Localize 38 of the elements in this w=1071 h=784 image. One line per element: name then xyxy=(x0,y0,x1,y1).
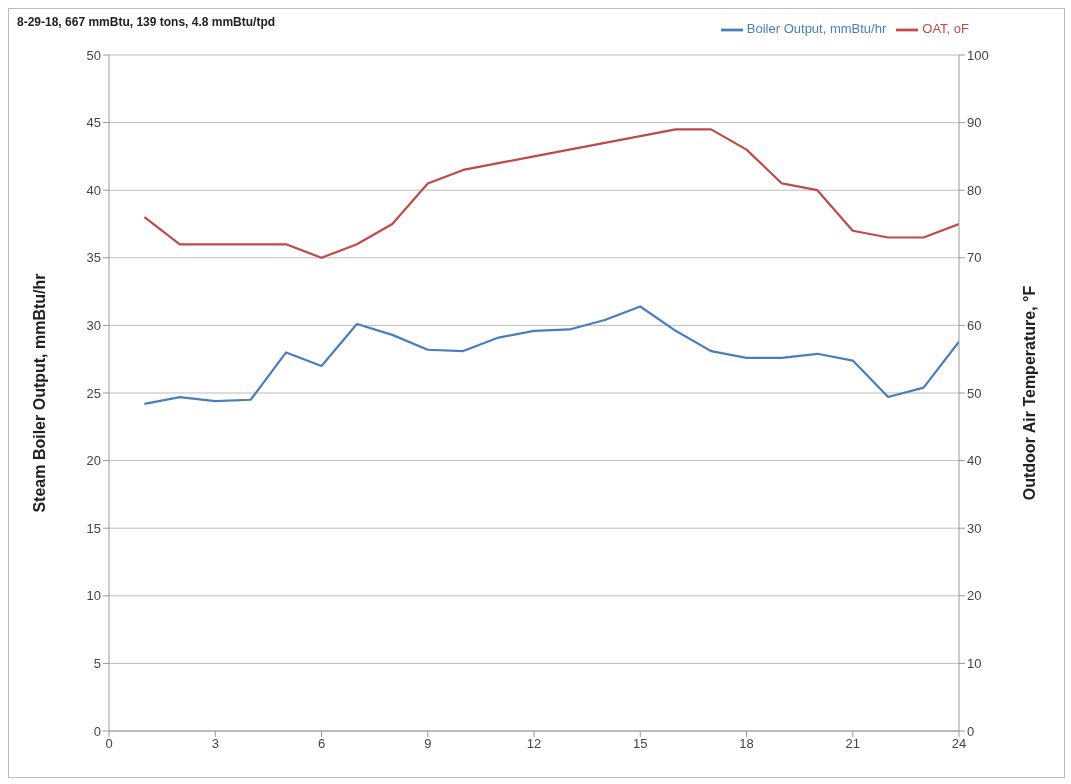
y-tick-label: 25 xyxy=(86,385,101,401)
x-tick-label: 24 xyxy=(951,736,967,752)
y-tick-label: 40 xyxy=(86,182,101,198)
x-tick-label: 9 xyxy=(424,736,432,752)
y2-tick-label: 100 xyxy=(967,47,989,63)
y2-tick-label: 0 xyxy=(967,723,975,739)
y-tick-label: 5 xyxy=(93,656,101,672)
y-tick-label: 45 xyxy=(86,115,101,131)
x-tick-label: 21 xyxy=(845,736,860,752)
chart-title: 8-29-18, 667 mmBtu, 139 tons, 4.8 mmBtu/tpd xyxy=(17,15,276,29)
y2-tick-label: 30 xyxy=(967,520,982,536)
y-tick-label: 50 xyxy=(86,47,101,63)
x-tick-label: 0 xyxy=(105,736,113,752)
line-series xyxy=(143,305,959,405)
y2-tick-label: 40 xyxy=(967,453,982,469)
y2-tick-label: 70 xyxy=(967,250,982,266)
y2-tick-label: 60 xyxy=(967,318,982,334)
y-tick-label: 20 xyxy=(86,453,101,469)
x-tick-label: 15 xyxy=(633,736,648,752)
y-tick-label: 10 xyxy=(86,588,101,604)
y-tick-label: 15 xyxy=(86,520,101,536)
x-tick-label: 6 xyxy=(317,736,326,752)
y2-tick-label: 50 xyxy=(967,385,982,401)
y-tick-label: 35 xyxy=(86,250,101,266)
legend-label: Boiler Output, mmBtu/hr xyxy=(746,21,887,37)
y-tick-label: 0 xyxy=(93,723,101,739)
y-tick-label: 30 xyxy=(86,318,101,334)
x-tick-label: 18 xyxy=(739,736,754,752)
legend-label: OAT, oF xyxy=(922,21,969,37)
x-tick-label: 3 xyxy=(211,736,219,752)
y2-tick-label: 20 xyxy=(967,588,982,604)
y2-tick-label: 10 xyxy=(967,656,982,672)
line-series xyxy=(143,128,959,259)
y2-tick-label: 80 xyxy=(967,182,982,198)
x-tick-label: 12 xyxy=(526,736,542,752)
y-axis-title: Steam Boiler Output, mmBtu/hr xyxy=(30,273,48,513)
y2-axis-title: Outdoor Air Temperature, °F xyxy=(1020,285,1038,501)
y2-tick-label: 90 xyxy=(967,115,982,131)
